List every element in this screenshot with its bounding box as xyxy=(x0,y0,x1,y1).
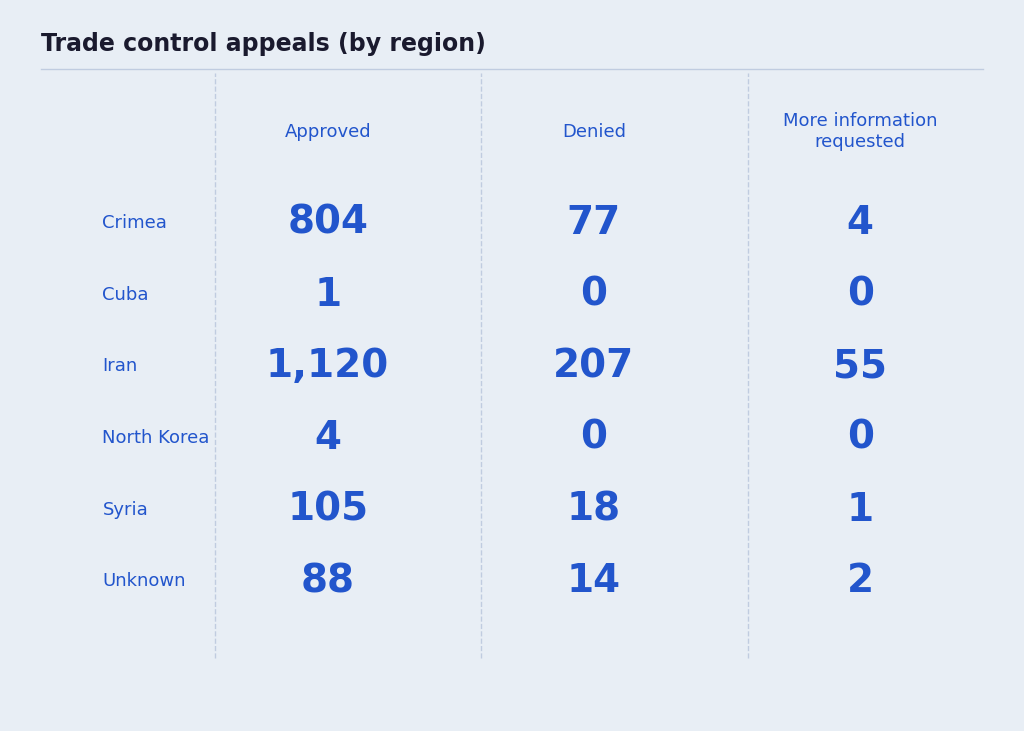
Text: 1: 1 xyxy=(847,491,873,529)
Text: 88: 88 xyxy=(301,562,354,600)
Text: More information
requested: More information requested xyxy=(783,112,937,151)
Text: 0: 0 xyxy=(847,419,873,457)
Text: 105: 105 xyxy=(287,491,369,529)
Text: 4: 4 xyxy=(314,419,341,457)
Text: Unknown: Unknown xyxy=(102,572,186,590)
Text: Cuba: Cuba xyxy=(102,286,148,303)
Text: Approved: Approved xyxy=(285,123,371,140)
Text: 2: 2 xyxy=(847,562,873,600)
Text: North Korea: North Korea xyxy=(102,429,210,447)
Text: Trade control appeals (by region): Trade control appeals (by region) xyxy=(41,32,485,56)
Text: 207: 207 xyxy=(553,347,635,385)
Text: 0: 0 xyxy=(847,276,873,314)
Text: 0: 0 xyxy=(581,276,607,314)
Text: 55: 55 xyxy=(834,347,887,385)
Text: 77: 77 xyxy=(567,204,621,242)
Text: 18: 18 xyxy=(567,491,621,529)
Text: 804: 804 xyxy=(287,204,369,242)
Text: 4: 4 xyxy=(847,204,873,242)
Text: 0: 0 xyxy=(581,419,607,457)
Text: Denied: Denied xyxy=(562,123,626,140)
Text: Syria: Syria xyxy=(102,501,148,518)
Text: 1: 1 xyxy=(314,276,341,314)
Text: Iran: Iran xyxy=(102,357,137,375)
Text: Crimea: Crimea xyxy=(102,214,167,232)
Text: 14: 14 xyxy=(567,562,621,600)
Text: 1,120: 1,120 xyxy=(266,347,389,385)
